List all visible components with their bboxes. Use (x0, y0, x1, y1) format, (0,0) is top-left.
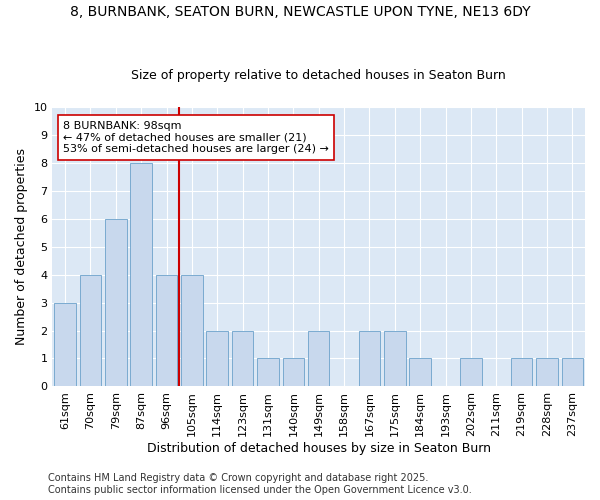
Bar (536, 358, 558, 386)
X-axis label: Distribution of detached houses by size in Seaton Burn: Distribution of detached houses by size … (147, 442, 491, 455)
Bar (55, 302, 76, 386)
Bar (206, 330, 228, 386)
Text: Contains HM Land Registry data © Crown copyright and database right 2025.
Contai: Contains HM Land Registry data © Crown c… (48, 474, 472, 495)
Bar (384, 330, 406, 386)
Bar (181, 274, 203, 386)
Bar (283, 358, 304, 386)
Bar (105, 218, 127, 386)
Bar (232, 330, 253, 386)
Y-axis label: Number of detached properties: Number of detached properties (15, 148, 28, 345)
Bar (130, 162, 152, 386)
Bar (460, 358, 482, 386)
Bar (156, 274, 178, 386)
Bar (562, 358, 583, 386)
Bar (308, 330, 329, 386)
Text: 8 BURNBANK: 98sqm
← 47% of detached houses are smaller (21)
53% of semi-detached: 8 BURNBANK: 98sqm ← 47% of detached hous… (63, 121, 329, 154)
Bar (80, 274, 101, 386)
Text: 8, BURNBANK, SEATON BURN, NEWCASTLE UPON TYNE, NE13 6DY: 8, BURNBANK, SEATON BURN, NEWCASTLE UPON… (70, 5, 530, 19)
Title: Size of property relative to detached houses in Seaton Burn: Size of property relative to detached ho… (131, 69, 506, 82)
Bar (359, 330, 380, 386)
Bar (257, 358, 279, 386)
Bar (511, 358, 532, 386)
Bar (409, 358, 431, 386)
